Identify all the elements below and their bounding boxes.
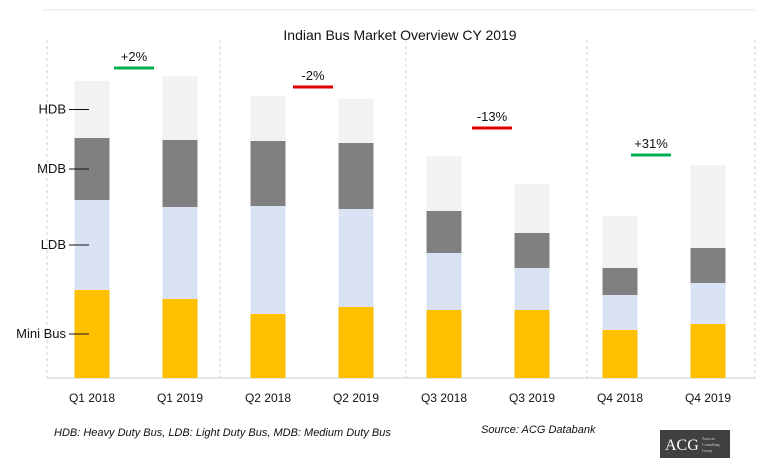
bar-mdb-q4-2019 xyxy=(690,248,726,283)
x-tick-label: Q2 2019 xyxy=(333,391,379,405)
bar-hdb-q2-2019 xyxy=(338,99,374,143)
acg-logo: ACG Autocar Consulting Group xyxy=(660,430,730,458)
bar-mini-bus-q1-2019 xyxy=(162,299,198,378)
footnote-left: HDB: Heavy Duty Bus, LDB: Light Duty Bus… xyxy=(54,427,391,439)
change-label-2: -2% xyxy=(301,68,325,83)
segment-labels: Mini Bus LDB MDB HDB xyxy=(16,102,89,341)
bar-mini-bus-q2-2018 xyxy=(250,314,286,378)
quarter-dividers xyxy=(46,40,756,378)
bar-hdb-q1-2019 xyxy=(162,76,198,140)
bar-ldb-q1-2019 xyxy=(162,207,198,299)
logo-subtitle-line-1: Autocar xyxy=(702,436,716,441)
x-tick-label: Q4 2018 xyxy=(597,391,643,405)
change-label-3: -13% xyxy=(477,109,508,124)
bar-mdb-q3-2019 xyxy=(514,233,550,268)
bar-mini-bus-q4-2018 xyxy=(602,330,638,378)
bar-hdb-q3-2018 xyxy=(426,156,462,211)
x-tick-label: Q2 2018 xyxy=(245,391,291,405)
logo-subtitle-line-2: Consulting xyxy=(702,442,720,447)
bar-ldb-q2-2018 xyxy=(250,206,286,314)
bar-ldb-q3-2019 xyxy=(514,268,550,310)
x-tick-label: Q4 2019 xyxy=(685,391,731,405)
bar-hdb-q4-2019 xyxy=(690,165,726,248)
segment-label-mdb: MDB xyxy=(37,161,66,176)
segment-label-hdb: HDB xyxy=(39,102,66,117)
bar-mini-bus-q3-2018 xyxy=(426,310,462,378)
logo-background xyxy=(660,430,730,458)
change-annotations: +2% -2% -13% +31% xyxy=(114,49,671,157)
footnote-source: Source: ACG Databank xyxy=(481,424,596,436)
bar-mdb-q2-2019 xyxy=(338,143,374,209)
x-tick-label: Q3 2018 xyxy=(421,391,467,405)
change-label-1: +2% xyxy=(121,49,148,64)
x-tick-label: Q3 2019 xyxy=(509,391,555,405)
bar-hdb-q3-2019 xyxy=(514,184,550,233)
bar-hdb-q2-2018 xyxy=(250,96,286,141)
bar-mdb-q1-2019 xyxy=(162,140,198,207)
bar-mdb-q4-2018 xyxy=(602,268,638,295)
segment-label-ldb: LDB xyxy=(41,237,66,252)
bar-hdb-q4-2018 xyxy=(602,216,638,268)
bar-mdb-q2-2018 xyxy=(250,141,286,206)
bar-mdb-q3-2018 xyxy=(426,211,462,253)
chart-title: Indian Bus Market Overview CY 2019 xyxy=(283,27,516,43)
x-tick-label: Q1 2018 xyxy=(69,391,115,405)
bar-ldb-q4-2019 xyxy=(690,283,726,324)
bars xyxy=(74,76,726,378)
bar-mini-bus-q4-2019 xyxy=(690,324,726,378)
change-label-4: +31% xyxy=(634,136,668,151)
x-tick-label: Q1 2019 xyxy=(157,391,203,405)
bar-ldb-q2-2019 xyxy=(338,209,374,307)
bar-ldb-q4-2018 xyxy=(602,295,638,330)
bar-mini-bus-q2-2019 xyxy=(338,307,374,378)
x-tick-labels: Q1 2018 Q1 2019 Q2 2018 Q2 2019 Q3 2018 Q3 20… xyxy=(69,391,731,405)
logo-text: ACG xyxy=(665,437,699,454)
bar-ldb-q3-2018 xyxy=(426,253,462,310)
logo-subtitle-line-3: Group xyxy=(702,448,712,453)
bar-mini-bus-q3-2019 xyxy=(514,310,550,378)
segment-label-mini-bus: Mini Bus xyxy=(16,326,66,341)
